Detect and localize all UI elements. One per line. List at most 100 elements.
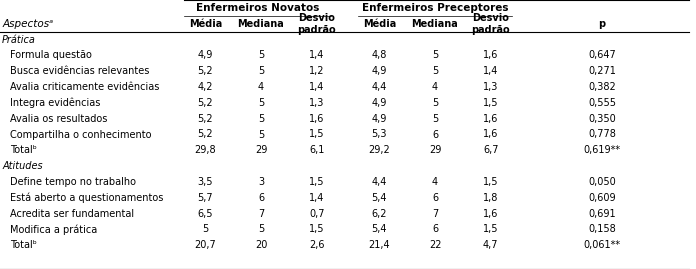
Text: 5: 5 — [258, 98, 264, 108]
Text: Integra evidências: Integra evidências — [10, 98, 101, 108]
Text: 1,6: 1,6 — [483, 209, 498, 219]
Text: 0,271: 0,271 — [588, 66, 616, 76]
Text: 1,6: 1,6 — [483, 129, 498, 140]
Text: 4: 4 — [432, 82, 438, 92]
Text: 0,691: 0,691 — [588, 209, 616, 219]
Text: 29: 29 — [429, 145, 441, 155]
Text: 4,9: 4,9 — [372, 98, 387, 108]
Text: 5: 5 — [258, 50, 264, 60]
Text: 1,5: 1,5 — [309, 177, 324, 187]
Text: 0,555: 0,555 — [588, 98, 616, 108]
Text: Enfermeiros Novatos: Enfermeiros Novatos — [196, 3, 319, 13]
Text: 4,4: 4,4 — [372, 82, 387, 92]
Text: 4,9: 4,9 — [372, 114, 387, 124]
Text: 5,2: 5,2 — [198, 129, 213, 140]
Text: Avalia os resultados: Avalia os resultados — [10, 114, 108, 124]
Text: 1,6: 1,6 — [309, 114, 324, 124]
Text: Aspectosᵃ: Aspectosᵃ — [2, 19, 54, 29]
Text: 3: 3 — [258, 177, 264, 187]
Text: 5,4: 5,4 — [372, 224, 387, 235]
Text: Modifica a prática: Modifica a prática — [10, 224, 97, 235]
Text: 6,7: 6,7 — [483, 145, 498, 155]
Text: 1,4: 1,4 — [483, 66, 498, 76]
Text: 1,5: 1,5 — [309, 224, 324, 235]
Text: Média: Média — [189, 19, 222, 29]
Text: 1,5: 1,5 — [483, 177, 498, 187]
Text: 5,2: 5,2 — [198, 66, 213, 76]
Text: 0,619**: 0,619** — [583, 145, 621, 155]
Text: 4,8: 4,8 — [372, 50, 387, 60]
Text: 6: 6 — [432, 224, 438, 235]
Text: 6,2: 6,2 — [372, 209, 387, 219]
Text: 5: 5 — [432, 98, 438, 108]
Text: 1,4: 1,4 — [309, 50, 324, 60]
Text: Compartilha o conhecimento: Compartilha o conhecimento — [10, 129, 152, 140]
Text: Atitudes: Atitudes — [2, 161, 42, 171]
Text: 6,5: 6,5 — [198, 209, 213, 219]
Text: 1,4: 1,4 — [309, 82, 324, 92]
Text: 4: 4 — [432, 177, 438, 187]
Text: Está aberto a questionamentos: Está aberto a questionamentos — [10, 193, 164, 203]
Text: Totalᵇ: Totalᵇ — [10, 145, 38, 155]
Text: 6,1: 6,1 — [309, 145, 324, 155]
Text: 5,2: 5,2 — [198, 98, 213, 108]
Text: Avalia criticamente evidências: Avalia criticamente evidências — [10, 82, 160, 92]
Text: 4,2: 4,2 — [198, 82, 213, 92]
Text: 4,9: 4,9 — [198, 50, 213, 60]
Text: Prática: Prática — [2, 34, 36, 45]
Text: 5,4: 5,4 — [372, 193, 387, 203]
Text: 1,5: 1,5 — [309, 129, 324, 140]
Text: Mediana: Mediana — [411, 19, 459, 29]
Text: 1,6: 1,6 — [483, 50, 498, 60]
Text: 0,647: 0,647 — [588, 50, 616, 60]
Text: 6: 6 — [258, 193, 264, 203]
Text: 29,2: 29,2 — [368, 145, 390, 155]
Text: 5: 5 — [258, 66, 264, 76]
Text: 0,778: 0,778 — [588, 129, 616, 140]
Text: 4: 4 — [258, 82, 264, 92]
Text: 5,2: 5,2 — [198, 114, 213, 124]
Text: Enfermeiros Preceptores: Enfermeiros Preceptores — [362, 3, 508, 13]
Text: Acredita ser fundamental: Acredita ser fundamental — [10, 209, 134, 219]
Text: 5: 5 — [258, 224, 264, 235]
Text: 5: 5 — [258, 129, 264, 140]
Text: 7: 7 — [258, 209, 264, 219]
Text: 29,8: 29,8 — [194, 145, 216, 155]
Text: 4,4: 4,4 — [372, 177, 387, 187]
Text: 29: 29 — [255, 145, 267, 155]
Text: 5: 5 — [432, 66, 438, 76]
Text: 22: 22 — [429, 240, 441, 250]
Text: 6: 6 — [432, 193, 438, 203]
Text: 6: 6 — [432, 129, 438, 140]
Text: 0,050: 0,050 — [588, 177, 616, 187]
Text: 1,5: 1,5 — [483, 224, 498, 235]
Text: 5: 5 — [203, 224, 208, 235]
Text: 5,3: 5,3 — [372, 129, 387, 140]
Text: Média: Média — [363, 19, 396, 29]
Text: Mediana: Mediana — [237, 19, 285, 29]
Text: 5,7: 5,7 — [198, 193, 213, 203]
Text: 1,5: 1,5 — [483, 98, 498, 108]
Text: 2,6: 2,6 — [309, 240, 324, 250]
Text: 0,350: 0,350 — [588, 114, 616, 124]
Text: 5: 5 — [432, 50, 438, 60]
Text: 5: 5 — [432, 114, 438, 124]
Text: 1,3: 1,3 — [483, 82, 498, 92]
Text: 0,7: 0,7 — [309, 209, 324, 219]
Text: p: p — [599, 19, 606, 29]
Text: Desvio
padrão: Desvio padrão — [297, 13, 336, 34]
Text: Totalᵇ: Totalᵇ — [10, 240, 38, 250]
Text: 4,7: 4,7 — [483, 240, 498, 250]
Text: 3,5: 3,5 — [198, 177, 213, 187]
Text: 1,4: 1,4 — [309, 193, 324, 203]
Text: 1,3: 1,3 — [309, 98, 324, 108]
Text: 7: 7 — [432, 209, 438, 219]
Text: 1,6: 1,6 — [483, 114, 498, 124]
Text: 4,9: 4,9 — [372, 66, 387, 76]
Text: 0,382: 0,382 — [588, 82, 616, 92]
Text: Busca evidências relevantes: Busca evidências relevantes — [10, 66, 150, 76]
Text: Define tempo no trabalho: Define tempo no trabalho — [10, 177, 136, 187]
Text: 0,609: 0,609 — [588, 193, 616, 203]
Text: Desvio
padrão: Desvio padrão — [471, 13, 510, 34]
Text: 21,4: 21,4 — [368, 240, 390, 250]
